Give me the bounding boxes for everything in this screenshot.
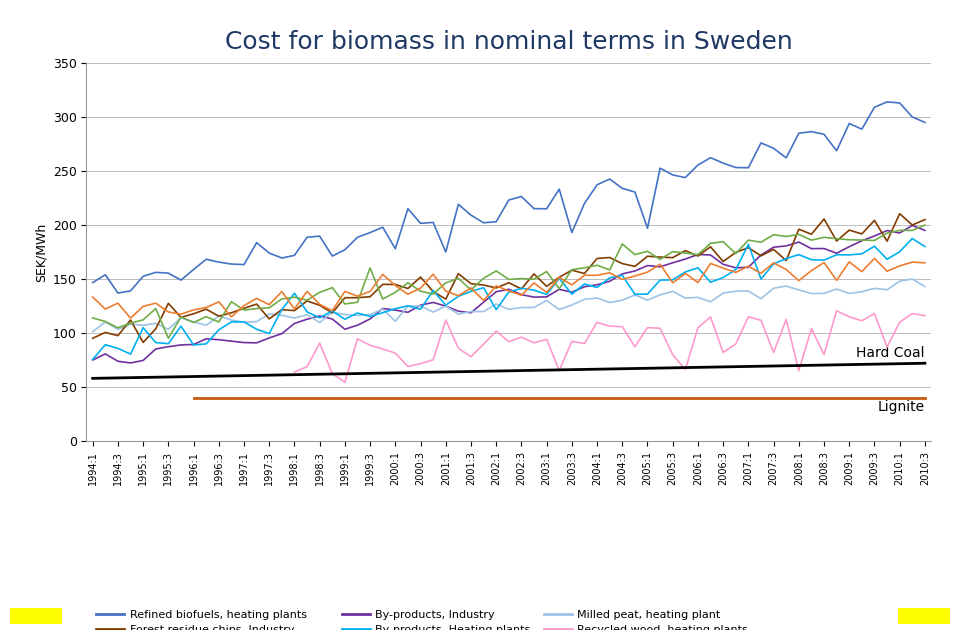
Legend: Refined biofuels, heating plants, Forest residue chips, Industry, Forest residue: Refined biofuels, heating plants, Forest… <box>92 605 753 630</box>
Text: Lignite: Lignite <box>877 400 924 414</box>
Title: Cost for biomass in nominal terms in Sweden: Cost for biomass in nominal terms in Swe… <box>225 30 793 54</box>
Y-axis label: SEK/MWh: SEK/MWh <box>35 222 47 282</box>
Text: Hard Coal: Hard Coal <box>856 346 924 360</box>
